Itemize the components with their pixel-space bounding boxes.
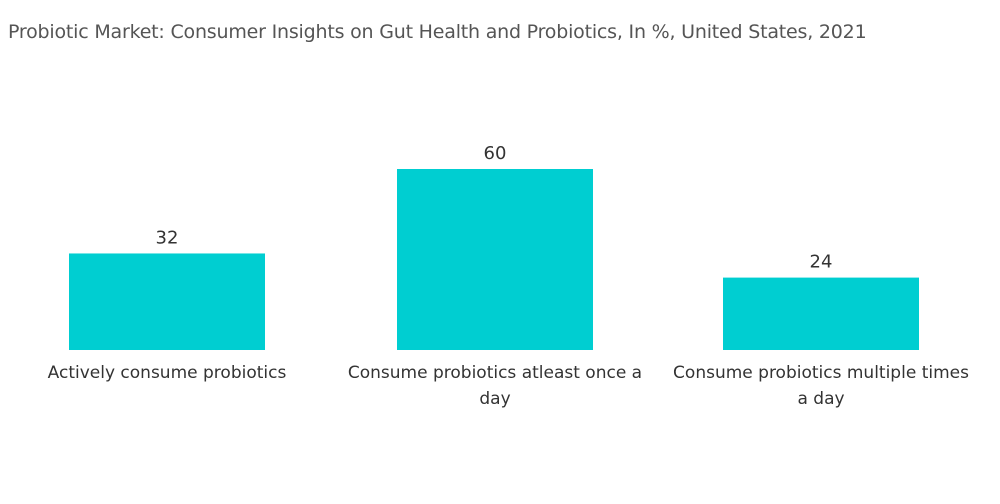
category-label-3: Consume probiotics multiple times a day [673,363,969,409]
chart-title: Probiotic Market: Consumer Insights on G… [8,21,867,43]
bar-2 [397,169,593,350]
bar-3 [723,277,919,350]
data-label-3: 24 [810,252,833,273]
category-label-2: Consume probiotics atleast once a day [348,363,642,409]
data-label-1: 32 [156,227,179,248]
category-label-1: Actively consume probiotics [48,363,287,383]
bar-1 [69,253,265,350]
data-label-2: 60 [484,143,507,164]
